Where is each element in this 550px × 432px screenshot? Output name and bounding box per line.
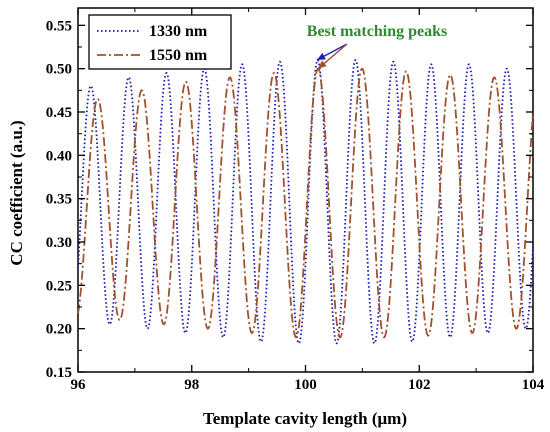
y-tick-label-7: 0.50 xyxy=(46,62,72,78)
y-tick-label-1: 0.20 xyxy=(46,322,72,338)
legend-label-1: 1550 nm xyxy=(149,47,208,64)
x-tick-label-0: 96 xyxy=(71,377,87,393)
annotation: Best matching peaks xyxy=(307,23,447,70)
series-layer xyxy=(77,58,534,345)
annotation-arrowhead-0 xyxy=(316,52,326,60)
x-tick-label-1: 98 xyxy=(184,377,199,393)
y-tick-label-0: 0.15 xyxy=(46,365,72,381)
ticks-layer: 96 98 100 102 104 0.15 0.20 0.25 0.30 0.35 0.40 0.4… xyxy=(46,8,545,393)
x-tick-label-4: 104 xyxy=(522,377,545,393)
x-tick-label-3: 102 xyxy=(408,377,431,393)
annotation-text: Best matching peaks xyxy=(307,23,447,40)
y-tick-label-6: 0.45 xyxy=(46,105,72,121)
y-tick-label-4: 0.35 xyxy=(46,192,72,208)
y-tick-label-5: 0.40 xyxy=(46,148,72,164)
series-line-0 xyxy=(77,58,534,345)
x-axis-label: Template cavity length (μm) xyxy=(203,409,407,428)
annotation-arrowhead-1 xyxy=(318,60,327,69)
y-tick-label-8: 0.55 xyxy=(46,18,72,34)
legend-label-0: 1330 nm xyxy=(149,23,208,40)
y-tick-label-3: 0.30 xyxy=(46,235,72,251)
legend-box xyxy=(88,14,232,70)
series-line-1 xyxy=(77,67,534,339)
legend: 1330 nm 1550 nm xyxy=(88,14,232,70)
y-tick-label-2: 0.25 xyxy=(46,278,72,294)
y-axis-label: CC coefficient (a.u.) xyxy=(7,120,26,265)
x-tick-label-2: 100 xyxy=(294,377,317,393)
